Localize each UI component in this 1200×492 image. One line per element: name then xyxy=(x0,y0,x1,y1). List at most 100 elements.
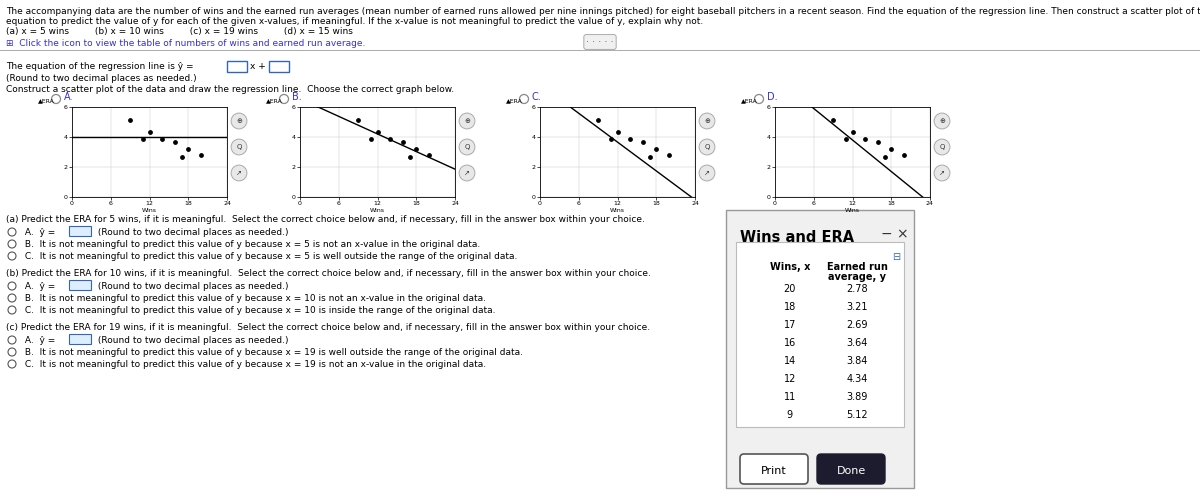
Text: B.: B. xyxy=(292,92,301,102)
Bar xyxy=(227,61,247,72)
Text: 4.34: 4.34 xyxy=(846,374,868,384)
Text: The equation of the regression line is ŷ =: The equation of the regression line is ŷ… xyxy=(6,62,197,71)
Text: (c) Predict the ERA for 19 wins, if it is meaningful.  Select the correct choice: (c) Predict the ERA for 19 wins, if it i… xyxy=(6,323,650,332)
Text: 3.64: 3.64 xyxy=(846,338,868,348)
Point xyxy=(368,128,388,136)
Point xyxy=(875,153,894,160)
Point xyxy=(856,135,875,143)
Text: ⊞  Click the icon to view the table of numbers of wins and earned run average.: ⊞ Click the icon to view the table of nu… xyxy=(6,39,365,48)
Text: ↗: ↗ xyxy=(236,170,242,176)
Text: A.  ŷ =: A. ŷ = xyxy=(22,228,58,237)
Text: ×: × xyxy=(896,227,908,241)
Text: 11: 11 xyxy=(784,392,796,402)
Text: Q: Q xyxy=(940,144,944,150)
Text: (Round to two decimal places as needed.): (Round to two decimal places as needed.) xyxy=(95,282,288,291)
Circle shape xyxy=(700,113,715,129)
Text: The accompanying data are the number of wins and the earned run averages (mean n: The accompanying data are the number of … xyxy=(6,7,1200,16)
Point xyxy=(882,145,901,153)
Point xyxy=(588,116,607,124)
Text: 18: 18 xyxy=(784,302,796,312)
Text: Q: Q xyxy=(704,144,709,150)
Point xyxy=(823,116,842,124)
Point xyxy=(608,128,628,136)
Text: 16: 16 xyxy=(784,338,796,348)
Text: Wins, x: Wins, x xyxy=(769,262,810,272)
Text: 9: 9 xyxy=(787,410,793,420)
Text: Earned run: Earned run xyxy=(827,262,887,272)
Text: (Round to two decimal places as needed.): (Round to two decimal places as needed.) xyxy=(95,336,288,345)
Text: 3.84: 3.84 xyxy=(846,356,868,366)
Text: Q: Q xyxy=(464,144,469,150)
Point xyxy=(620,135,640,143)
Text: −: − xyxy=(880,227,892,241)
Point xyxy=(140,128,160,136)
Text: C.  It is not meaningful to predict this value of y because x = 5 is well outsid: C. It is not meaningful to predict this … xyxy=(22,252,517,261)
Text: Wins and ERA: Wins and ERA xyxy=(740,230,854,245)
Text: 2.69: 2.69 xyxy=(846,320,868,330)
Text: ▲ERA: ▲ERA xyxy=(38,98,55,103)
Circle shape xyxy=(934,139,950,155)
Point xyxy=(172,153,191,160)
Bar xyxy=(736,242,904,427)
Text: 5.12: 5.12 xyxy=(846,410,868,420)
Text: C.  It is not meaningful to predict this value of y because x = 10 is inside the: C. It is not meaningful to predict this … xyxy=(22,306,496,315)
Point xyxy=(601,135,620,143)
Point xyxy=(152,135,172,143)
Point xyxy=(836,135,856,143)
Text: ⊟: ⊟ xyxy=(892,252,900,262)
Point xyxy=(647,145,666,153)
Text: B.  It is not meaningful to predict this value of y because x = 19 is well outsi: B. It is not meaningful to predict this … xyxy=(22,348,523,357)
X-axis label: Wins: Wins xyxy=(370,208,385,213)
Text: 12: 12 xyxy=(784,374,796,384)
Text: equation to predict the value of y for each of the given x-values, if meaningful: equation to predict the value of y for e… xyxy=(6,17,703,26)
Text: 14: 14 xyxy=(784,356,796,366)
Circle shape xyxy=(700,165,715,181)
Text: Done: Done xyxy=(836,466,865,476)
Point xyxy=(640,153,659,160)
Point xyxy=(660,152,679,159)
Text: x +: x + xyxy=(250,62,265,71)
Point xyxy=(894,152,913,159)
Text: (a) x = 5 wins         (b) x = 10 wins         (c) x = 19 wins         (d) x = 1: (a) x = 5 wins (b) x = 10 wins (c) x = 1… xyxy=(6,27,353,36)
Point xyxy=(842,128,862,136)
FancyBboxPatch shape xyxy=(726,210,914,488)
Text: 3.21: 3.21 xyxy=(846,302,868,312)
Text: 17: 17 xyxy=(784,320,796,330)
Bar xyxy=(70,280,91,290)
Text: ⊕: ⊕ xyxy=(704,118,710,124)
Circle shape xyxy=(934,165,950,181)
Text: ▲ERA: ▲ERA xyxy=(740,98,757,103)
Text: A.  ŷ =: A. ŷ = xyxy=(22,282,58,291)
Text: (Round to two decimal places as needed.): (Round to two decimal places as needed.) xyxy=(6,74,197,83)
Point xyxy=(420,152,439,159)
Text: ⊕: ⊕ xyxy=(236,118,242,124)
Circle shape xyxy=(232,113,247,129)
X-axis label: Wins: Wins xyxy=(142,208,157,213)
Text: (b) Predict the ERA for 10 wins, if it is meaningful.  Select the correct choice: (b) Predict the ERA for 10 wins, if it i… xyxy=(6,269,650,278)
Text: D.: D. xyxy=(767,92,778,102)
Text: B.  It is not meaningful to predict this value of y because x = 10 is not an x-v: B. It is not meaningful to predict this … xyxy=(22,294,486,303)
Bar xyxy=(269,61,289,72)
Text: (Round to two decimal places as needed.): (Round to two decimal places as needed.) xyxy=(95,228,288,237)
Text: ↗: ↗ xyxy=(940,170,944,176)
Bar xyxy=(70,226,91,236)
Text: 3.89: 3.89 xyxy=(846,392,868,402)
Text: Construct a scatter plot of the data and draw the regression line.  Choose the c: Construct a scatter plot of the data and… xyxy=(6,85,454,94)
FancyBboxPatch shape xyxy=(740,454,808,484)
Point xyxy=(166,138,185,146)
Text: Q: Q xyxy=(236,144,241,150)
Point xyxy=(179,145,198,153)
Point xyxy=(361,135,380,143)
Point xyxy=(407,145,426,153)
Circle shape xyxy=(460,113,475,129)
Bar xyxy=(70,334,91,344)
Text: A.: A. xyxy=(64,92,73,102)
Text: · · · · ·: · · · · · xyxy=(587,37,613,47)
Circle shape xyxy=(460,165,475,181)
Text: ▲ERA: ▲ERA xyxy=(506,98,523,103)
Point xyxy=(380,135,400,143)
Point xyxy=(634,138,653,146)
Text: average, y: average, y xyxy=(828,272,886,282)
Text: A.  ŷ =: A. ŷ = xyxy=(22,336,58,345)
FancyBboxPatch shape xyxy=(817,454,886,484)
